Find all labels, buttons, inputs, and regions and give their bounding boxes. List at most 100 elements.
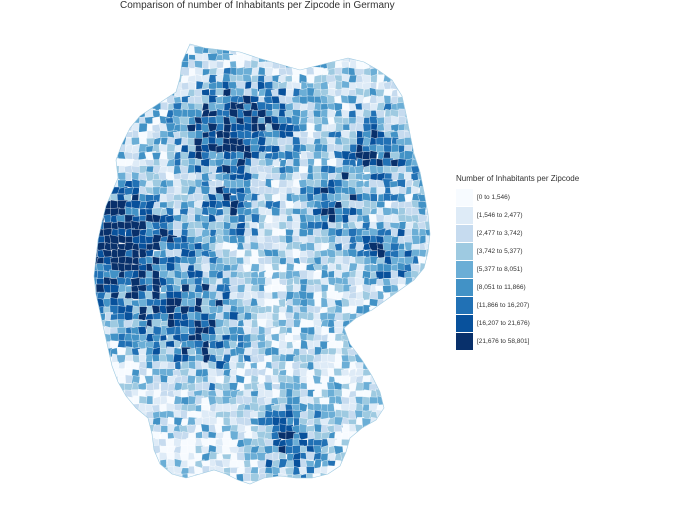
zipcode-region (251, 44, 260, 51)
zipcode-region (97, 417, 107, 427)
zipcode-region (424, 221, 430, 231)
zipcode-region (173, 60, 181, 69)
zipcode-region (424, 362, 430, 370)
zipcode-region (125, 459, 135, 470)
zipcode-region (425, 172, 430, 183)
zipcode-region (369, 319, 379, 330)
zipcode-region (96, 361, 107, 370)
zipcode-region (411, 44, 420, 48)
legend-swatch (456, 296, 473, 314)
zipcode-region (398, 339, 406, 350)
zipcode-region (418, 396, 430, 406)
zipcode-region (96, 96, 108, 106)
zipcode-region (292, 60, 302, 69)
zipcode-region (434, 173, 442, 181)
zipcode-region (130, 89, 140, 97)
zipcode-region (319, 472, 330, 484)
zipcode-region (356, 472, 367, 482)
zipcode-region (412, 137, 422, 147)
zipcode-region (433, 124, 441, 134)
zipcode-region (368, 360, 379, 373)
zipcode-region (425, 67, 430, 79)
zipcode-region (96, 74, 106, 86)
zipcode-region (103, 151, 112, 162)
zipcode-region (433, 467, 443, 477)
zipcode-region (354, 298, 365, 307)
zipcode-region (334, 207, 344, 216)
zipcode-region (361, 445, 371, 456)
zipcode-region (104, 95, 113, 104)
zipcode-region (361, 437, 370, 447)
zipcode-region (424, 143, 430, 154)
zipcode-region (145, 453, 154, 464)
zipcode-region (370, 459, 381, 469)
zipcode-region (404, 381, 416, 391)
zipcode-region (375, 453, 387, 463)
zipcode-region (432, 131, 440, 141)
zipcode-region (390, 410, 400, 418)
zipcode-region (321, 487, 331, 496)
zipcode-region (355, 480, 366, 484)
zipcode-region (277, 54, 289, 63)
zipcode-region (173, 45, 182, 57)
zipcode-region (396, 424, 410, 436)
zipcode-region (137, 473, 149, 483)
zipcode-region (425, 115, 430, 126)
zipcode-region (95, 368, 106, 379)
zipcode-region (410, 82, 421, 92)
zipcode-region (434, 312, 443, 323)
zipcode-region (404, 361, 413, 372)
zipcode-region (117, 479, 128, 484)
zipcode-region (411, 466, 420, 477)
legend-item: [2,477 to 3,742) (456, 224, 656, 242)
zipcode-region (417, 290, 428, 302)
zipcode-region (418, 60, 427, 69)
zipcode-region (96, 423, 106, 433)
zipcode-region (146, 52, 157, 63)
zipcode-region (376, 431, 387, 443)
zipcode-region (342, 123, 351, 131)
zipcode-region (194, 487, 203, 498)
zipcode-region (102, 382, 113, 392)
zipcode-region (426, 136, 430, 147)
zipcode-region (271, 487, 280, 495)
zipcode-region (109, 67, 120, 77)
zipcode-region (102, 144, 115, 155)
zipcode-region (390, 347, 402, 356)
zipcode-region (432, 489, 444, 497)
zipcode-region (363, 46, 372, 58)
zipcode-region (397, 466, 408, 477)
legend-item: [0 to 1,546) (456, 188, 656, 206)
zipcode-region (418, 66, 429, 77)
zipcode-region (124, 47, 135, 57)
zipcode-region (291, 81, 301, 90)
zipcode-region (433, 355, 444, 364)
zipcode-region (94, 185, 100, 198)
zipcode-region (404, 53, 415, 63)
zipcode-region (424, 151, 430, 162)
zipcode-region (404, 44, 415, 50)
zipcode-region (397, 459, 409, 471)
zipcode-region (94, 80, 99, 91)
zipcode-region (94, 130, 101, 140)
zipcode-region (384, 473, 394, 484)
zipcode-region (327, 473, 336, 484)
zipcode-region (160, 473, 167, 484)
zipcode-region (369, 481, 380, 484)
zipcode-region (216, 44, 226, 51)
zipcode-region (270, 44, 283, 49)
zipcode-region (369, 312, 379, 323)
zipcode-region (348, 466, 357, 476)
zipcode-region (389, 46, 400, 56)
zipcode-region (95, 353, 106, 365)
zipcode-region (109, 59, 119, 71)
zipcode-region (116, 75, 128, 84)
zipcode-region (237, 353, 244, 364)
zipcode-region (412, 410, 422, 422)
zipcode-region (285, 45, 295, 56)
zipcode-region (95, 404, 108, 412)
zipcode-region (383, 376, 393, 387)
zipcode-region (411, 326, 422, 338)
zipcode-region (103, 388, 112, 400)
zipcode-region (117, 66, 127, 79)
